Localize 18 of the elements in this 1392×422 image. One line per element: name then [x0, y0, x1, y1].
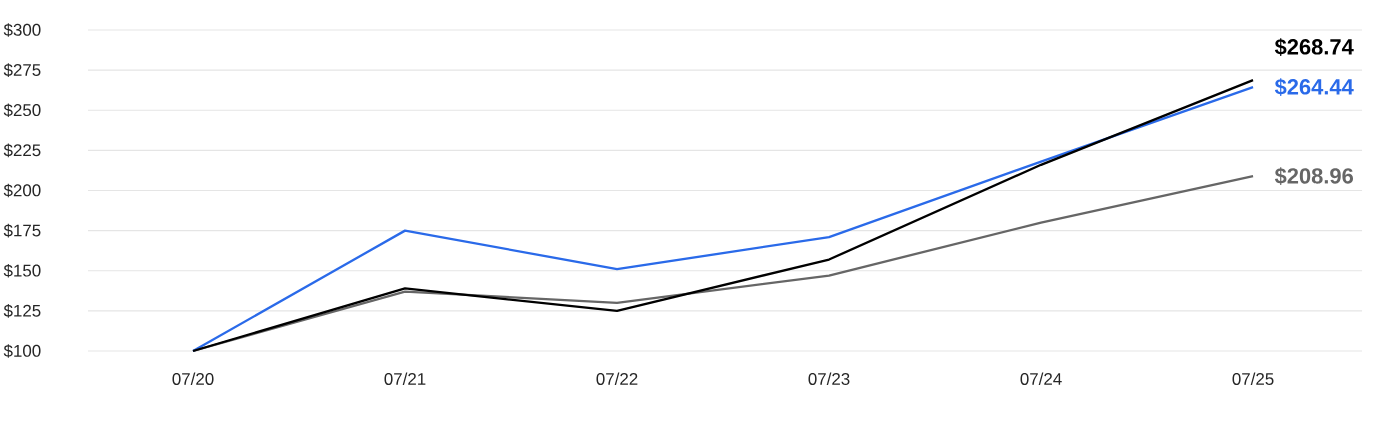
x-tick-label: 07/25	[1232, 372, 1274, 385]
data-label: $268.74	[1274, 38, 1354, 57]
y-tick-label: $300	[3, 23, 41, 37]
x-tick-label: 07/22	[596, 372, 638, 385]
data-label: $208.96	[1274, 167, 1353, 186]
y-tick-label: $200	[3, 183, 41, 198]
y-tick-label: $175	[3, 223, 41, 238]
x-tick-label: 07/20	[172, 372, 214, 385]
x-tick-label: 07/24	[1020, 372, 1062, 385]
y-tick-label: $150	[3, 263, 41, 278]
y-tick-label: $125	[3, 304, 41, 318]
y-tick-label: $250	[3, 103, 41, 118]
y-tick-label: $100	[3, 344, 41, 358]
x-tick-label: 07/21	[384, 372, 426, 385]
y-tick-label: $225	[3, 143, 41, 158]
y-tick-label: $275	[3, 63, 41, 77]
x-tick-label: 07/23	[808, 372, 850, 385]
data-label: $264.44	[1274, 78, 1354, 97]
